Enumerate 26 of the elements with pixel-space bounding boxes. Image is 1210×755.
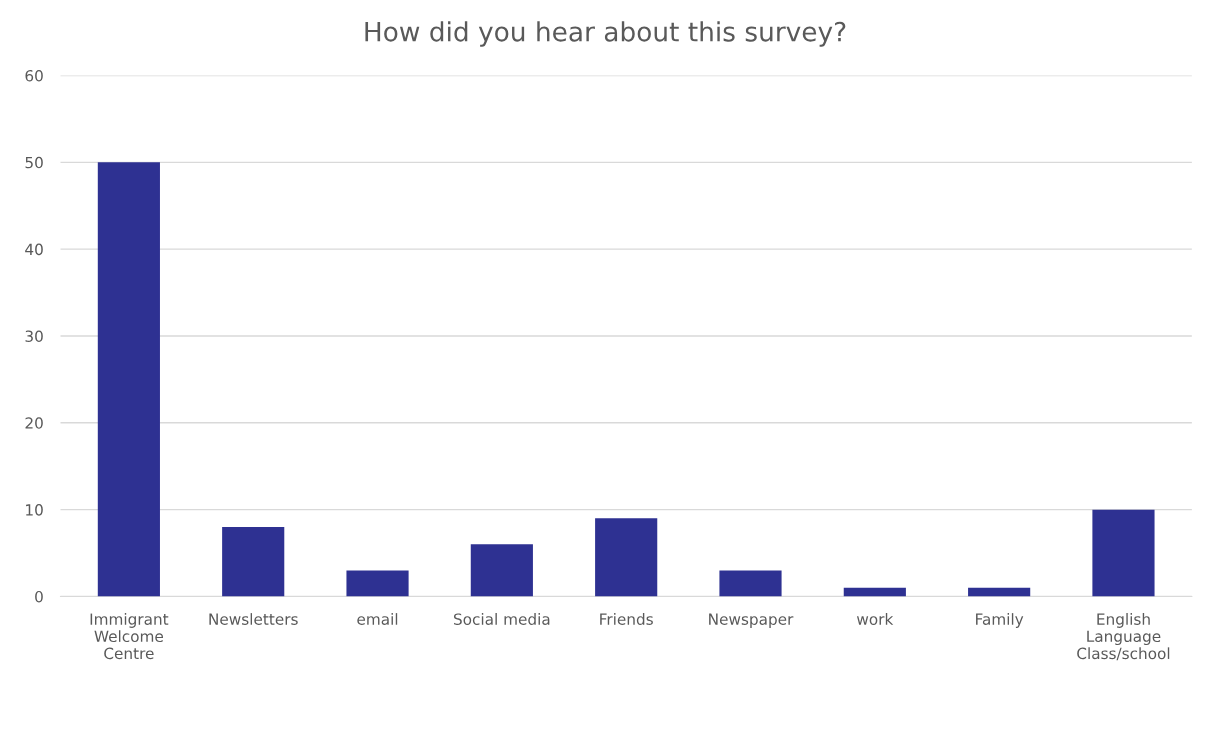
x-tick-label: work bbox=[856, 613, 894, 625]
x-tick-label: Newsletters bbox=[209, 613, 298, 625]
x-tick-label: Social media bbox=[453, 613, 550, 625]
bar bbox=[1092, 509, 1155, 597]
y-tick-label: 60 bbox=[25, 69, 43, 82]
y-tick-label: 40 bbox=[25, 243, 43, 256]
y-tick-label: 10 bbox=[26, 504, 43, 516]
bar bbox=[470, 544, 533, 597]
bar bbox=[222, 526, 285, 597]
y-tick-label: 20 bbox=[25, 417, 43, 429]
y-tick-label: 0 bbox=[35, 590, 43, 603]
bar bbox=[346, 570, 409, 597]
bar bbox=[843, 587, 906, 597]
x-tick-label: Immigrant Welcome Centre bbox=[90, 613, 169, 660]
chart-title: How did you hear about this survey? bbox=[365, 21, 846, 47]
x-tick-label: email bbox=[357, 613, 398, 625]
x-tick-label: Newspaper bbox=[709, 613, 794, 628]
x-tick-label: Friends bbox=[600, 613, 653, 625]
bar bbox=[968, 587, 1031, 597]
bar bbox=[97, 162, 160, 597]
x-tick-label: Family bbox=[976, 613, 1024, 628]
y-tick-label: 30 bbox=[25, 330, 43, 342]
bar bbox=[719, 570, 782, 597]
bar bbox=[595, 518, 658, 597]
x-tick-label: English Language Class/school bbox=[1077, 613, 1170, 661]
y-tick-label: 50 bbox=[25, 156, 43, 169]
